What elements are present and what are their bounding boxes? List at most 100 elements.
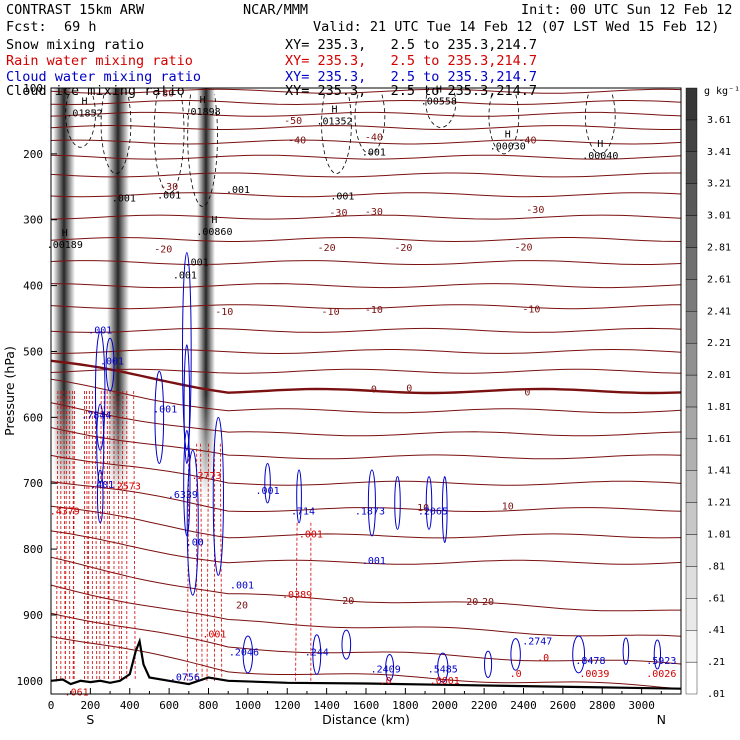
snow-dashed-contour [425, 88, 457, 128]
y-tick-label: 200 [23, 148, 43, 161]
cloud-water-label: .244 [305, 648, 329, 659]
cloud-water-label: .001 [153, 404, 177, 415]
colorbar-bin [685, 247, 698, 280]
isotherm [51, 124, 681, 131]
y-tick-label: 600 [23, 411, 43, 424]
isotherm [51, 454, 681, 486]
colorbar-bin [685, 374, 698, 408]
isotherm-label: -20 [514, 242, 532, 253]
cloud-water-contour [264, 462, 271, 504]
cloud-water-contour [425, 476, 433, 530]
snow-max-marker: H [436, 84, 442, 95]
colorbar-bin [685, 534, 698, 567]
rain-contour [295, 522, 298, 681]
cloud-water-contour [437, 652, 449, 683]
rain-contour [94, 390, 98, 681]
x-tick-label: 800 [199, 699, 219, 712]
isotherms [51, 88, 681, 690]
cloud-water-label: .8478 [575, 656, 605, 667]
isotherm-label: -10 [522, 304, 540, 315]
isotherm [51, 612, 681, 665]
rain-label: .0001 [430, 676, 460, 687]
cloud-water-label: .00 [186, 538, 204, 549]
x-tick-label: 1200 [274, 699, 301, 712]
x-tick-label: 0 [48, 699, 55, 712]
rain-label: .001 [202, 630, 226, 641]
rain-contour [64, 390, 68, 681]
snow-max-label: .01898 [185, 107, 221, 118]
terrain-line [51, 637, 681, 690]
rain-label: .061 [65, 688, 89, 699]
isotherm [51, 402, 681, 437]
colorbar-label: 1.01 [707, 530, 731, 541]
colorbar-bin [685, 87, 698, 121]
rain-contour [108, 390, 111, 681]
isotherm-label: 0 [524, 387, 530, 398]
colorbar-bin [685, 279, 698, 312]
init-time: Init: 00 UTC Sun 12 Feb 12 [521, 2, 733, 18]
colorbar-label: 1.21 [707, 498, 731, 509]
plot-title: CONTRAST 15km ARW [6, 2, 145, 18]
snow-dashed-contour [153, 94, 185, 194]
cloud-water-contour [186, 449, 199, 596]
snow-contour-label: .001 [362, 148, 386, 159]
x-tick-label: 1600 [353, 699, 380, 712]
snow-dashed-contours [65, 88, 616, 207]
colorbar-bin [685, 119, 698, 152]
south-label: S [86, 712, 94, 727]
y-tick-label: 1000 [17, 675, 44, 688]
x-tick-label: 2800 [589, 699, 616, 712]
snow-contour-label: .001 [112, 194, 136, 205]
rain-contour [206, 443, 209, 681]
field-cloud-ice-xy: XY= 235.3, 2.5 to 235.3,214.7 [285, 83, 537, 99]
colorbar-label: 2.81 [707, 242, 731, 253]
y-tick-label: 900 [23, 609, 43, 622]
y-axis-title: Pressure (hPa) [2, 346, 17, 436]
axes: 0 200 400 600 800 1000 1200 1400 1600 1800 2000 220… [2, 82, 666, 727]
field-snow-xy: XY= 235.3, 2.5 to 235.3,214.7 [285, 37, 537, 53]
isotherm [51, 99, 681, 106]
isotherm [51, 88, 681, 94]
x-tick-label: 1000 [235, 699, 262, 712]
snow-max-label: .00040 [582, 151, 618, 162]
isotherm-label: -30 [160, 182, 178, 193]
snow-max-label: .00030 [490, 141, 526, 152]
isotherm [51, 481, 681, 512]
rain-contour [72, 390, 75, 681]
snow-max-marker: H [200, 95, 206, 106]
isotherm [51, 111, 681, 117]
isotherm-label: -80 [156, 88, 174, 99]
cloud-water-contour [653, 639, 662, 670]
rain-contour [117, 390, 120, 681]
isotherm [51, 359, 681, 395]
snow-dashed-contour [65, 94, 96, 148]
cloud-water-contour [341, 629, 352, 660]
snow-shading [53, 88, 215, 497]
isotherm-label: 20 [342, 596, 354, 607]
y-tick-label: 500 [23, 345, 43, 358]
rain-label: .001 [299, 530, 323, 541]
isotherm-label: -40 [518, 136, 536, 147]
rain-contour [120, 390, 124, 681]
center-name: NCAR/MMM [243, 2, 309, 18]
snow-max-label: .01852 [66, 108, 102, 119]
cloud-water-label: .5485 [428, 665, 458, 676]
isotherm [51, 427, 681, 460]
cloud-water-contour [296, 469, 302, 524]
rain-label: .4379 [50, 507, 80, 518]
rain-label: .0 [510, 669, 522, 680]
cloud-water-label: .714 [291, 507, 315, 518]
cloud-ice-max-marker: H [62, 228, 68, 239]
cloud-ice-max-label: .00189 [47, 240, 83, 251]
isotherm [51, 260, 681, 265]
snow-max-marker: H [597, 139, 603, 150]
colorbar-label: 2.61 [707, 274, 731, 285]
rain-contours [55, 390, 312, 681]
colorbar-unit: g kg⁻¹ [704, 86, 740, 97]
colorbar-bin [685, 661, 698, 695]
cloud-water-label: .001 [362, 556, 386, 567]
rain-contour [99, 390, 102, 681]
cloud-water-contour [183, 344, 191, 464]
terrain-path [51, 637, 681, 690]
colorbar-label: 2.41 [707, 306, 731, 317]
